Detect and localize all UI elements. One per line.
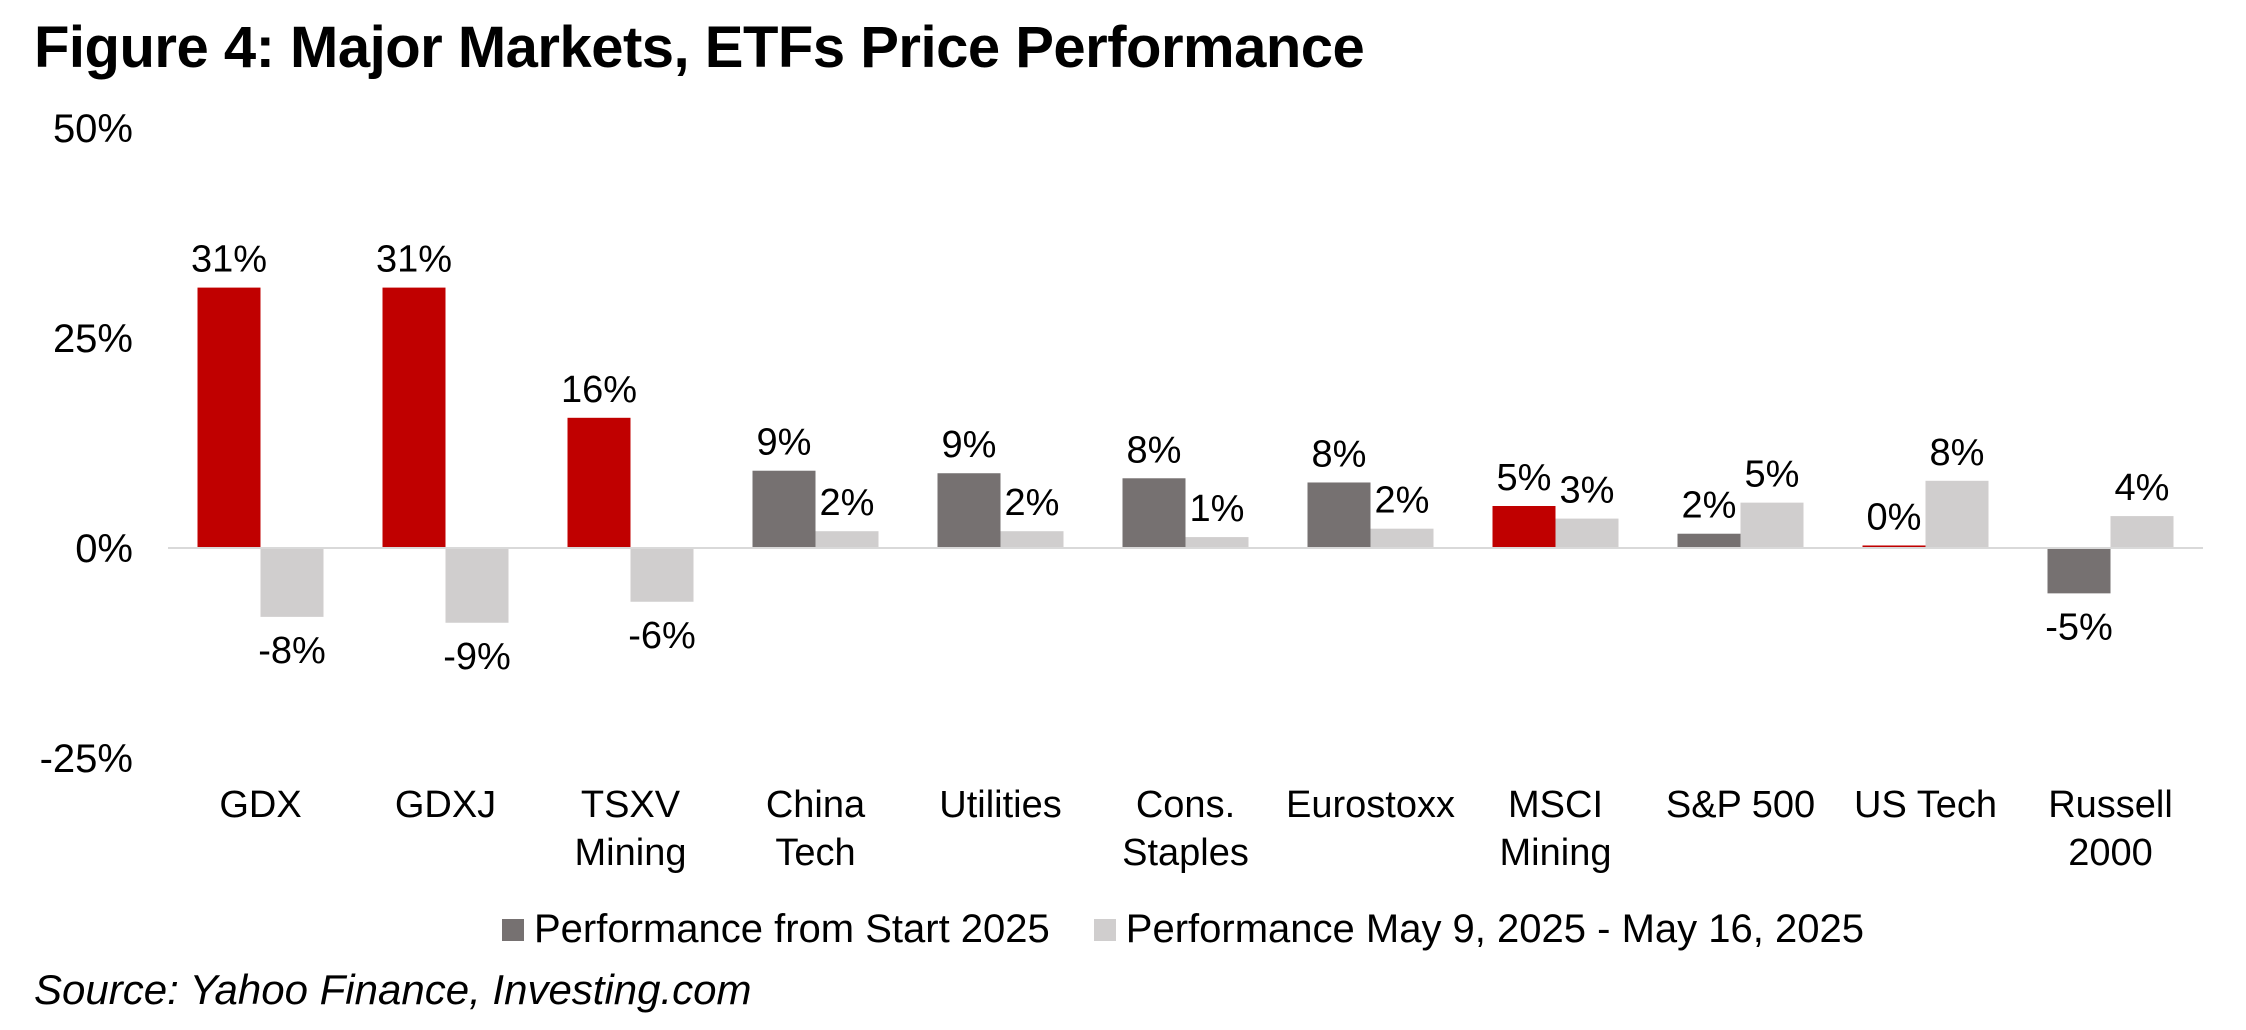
bar-series-2 [260,548,324,617]
x-tick-label: Cons. [1136,784,1235,826]
y-tick-label: 0% [75,527,133,571]
data-label-series-2: 2% [820,482,875,524]
data-label-series-1: 2% [1682,485,1737,527]
bar-series-1 [1122,478,1186,548]
bar-series-1 [1492,506,1556,548]
data-labels: 31%-8%31%-9%16%-6%9%2%9%2%8%1%8%2%5% 3% 2%… [191,239,2169,678]
legend-item-series-2: Performance May 9, 2025 - May 16, 2025 [1093,907,1864,952]
bars [197,287,2174,623]
data-label-series-1: 9% [757,422,812,464]
bar-series-2 [1000,531,1064,548]
data-label-series-2: -6% [628,615,696,657]
x-tick-label: TSXV [581,784,681,826]
legend-item-series-1: Performance from Start 2025 [502,907,1050,952]
data-label-series-2: 4% [2115,467,2170,509]
bar-series-2 [630,548,694,602]
y-tick-label: -25% [40,737,133,781]
data-label-series-2: 1% [1190,488,1245,530]
data-label-series-1: 31% [191,239,267,281]
bar-series-1 [1307,482,1371,548]
x-tick-label: GDX [219,784,301,826]
x-tick-label: Eurostoxx [1286,784,1455,826]
x-tick-label: Russell [2048,784,2173,826]
data-label-series-2: -9% [443,636,511,678]
bar-series-1 [1677,533,1741,548]
data-label-series-2: -8% [258,630,326,672]
legend-label-series-1: Performance from Start 2025 [534,907,1050,951]
bar-series-1 [2047,548,2111,594]
x-tick-label: 2000 [2068,832,2153,874]
data-label-series-1: -5% [2045,606,2113,648]
bar-series-2 [815,531,879,548]
bar-series-2 [2110,516,2174,548]
bar-series-1 [937,473,1001,548]
x-tick-label: China [766,784,866,826]
legend-swatch-series-1 [502,918,524,941]
bar-series-1 [382,287,446,548]
bar-series-1 [197,287,261,548]
x-tick-label: GDXJ [395,784,496,826]
y-axis: 50% 25% 0% -25% [40,107,133,781]
data-label-series-1: 5% [1497,457,1552,499]
x-tick-label: US Tech [1854,784,1997,826]
bar-series-2 [1925,480,1989,548]
data-label-series-2: 2% [1005,482,1060,524]
y-tick-label: 50% [53,107,133,151]
source-note: Source: Yahoo Finance, Investing.com [34,966,752,1013]
bar-series-1 [567,417,631,548]
x-tick-label: Tech [775,832,855,874]
y-tick-label: 25% [53,317,133,361]
data-label-series-2: 8% [1930,432,1985,474]
data-label-series-1: 8% [1312,433,1367,475]
chart-title: Figure 4: Major Markets, ETFs Price Perf… [34,15,1365,80]
x-tick-label: S&P 500 [1666,784,1815,826]
bar-series-2 [1555,518,1619,548]
legend: Performance from Start 2025 Performance … [502,907,1908,952]
bar-series-2 [1185,537,1249,548]
bar-series-1 [1862,545,1926,548]
data-label-series-1: 8% [1127,429,1182,471]
bar-series-2 [1370,528,1434,548]
data-label-series-1: 16% [561,369,637,411]
bar-series-2 [445,548,509,623]
x-axis: GDX GDXJ TSXV Mining China Tech Utilities Cons.… [219,784,2172,874]
data-label-series-1: 9% [942,424,997,466]
bar-series-2 [1740,502,1804,548]
x-tick-label: Utilities [939,784,1061,826]
x-tick-label: Mining [575,832,687,874]
x-tick-label: Staples [1122,832,1249,874]
bar-chart: 50%25%0%-25% 31%-8%31%-9%16%-6%9%2%9%2%8… [40,107,2203,874]
data-label-series-2: 2% [1375,480,1430,522]
bar-series-1 [752,470,816,548]
data-label-series-1: 0% [1867,496,1922,538]
legend-label-series-2: Performance May 9, 2025 - May 16, 2025 [1125,907,1864,951]
data-label-series-1: 31% [376,239,452,281]
data-label-series-2: 5% [1745,454,1800,496]
x-tick-label: MSCI [1508,784,1603,826]
legend-swatch-series-2 [1093,918,1116,941]
data-label-series-2: 3% [1560,470,1615,512]
x-tick-label: Mining [1500,832,1612,874]
